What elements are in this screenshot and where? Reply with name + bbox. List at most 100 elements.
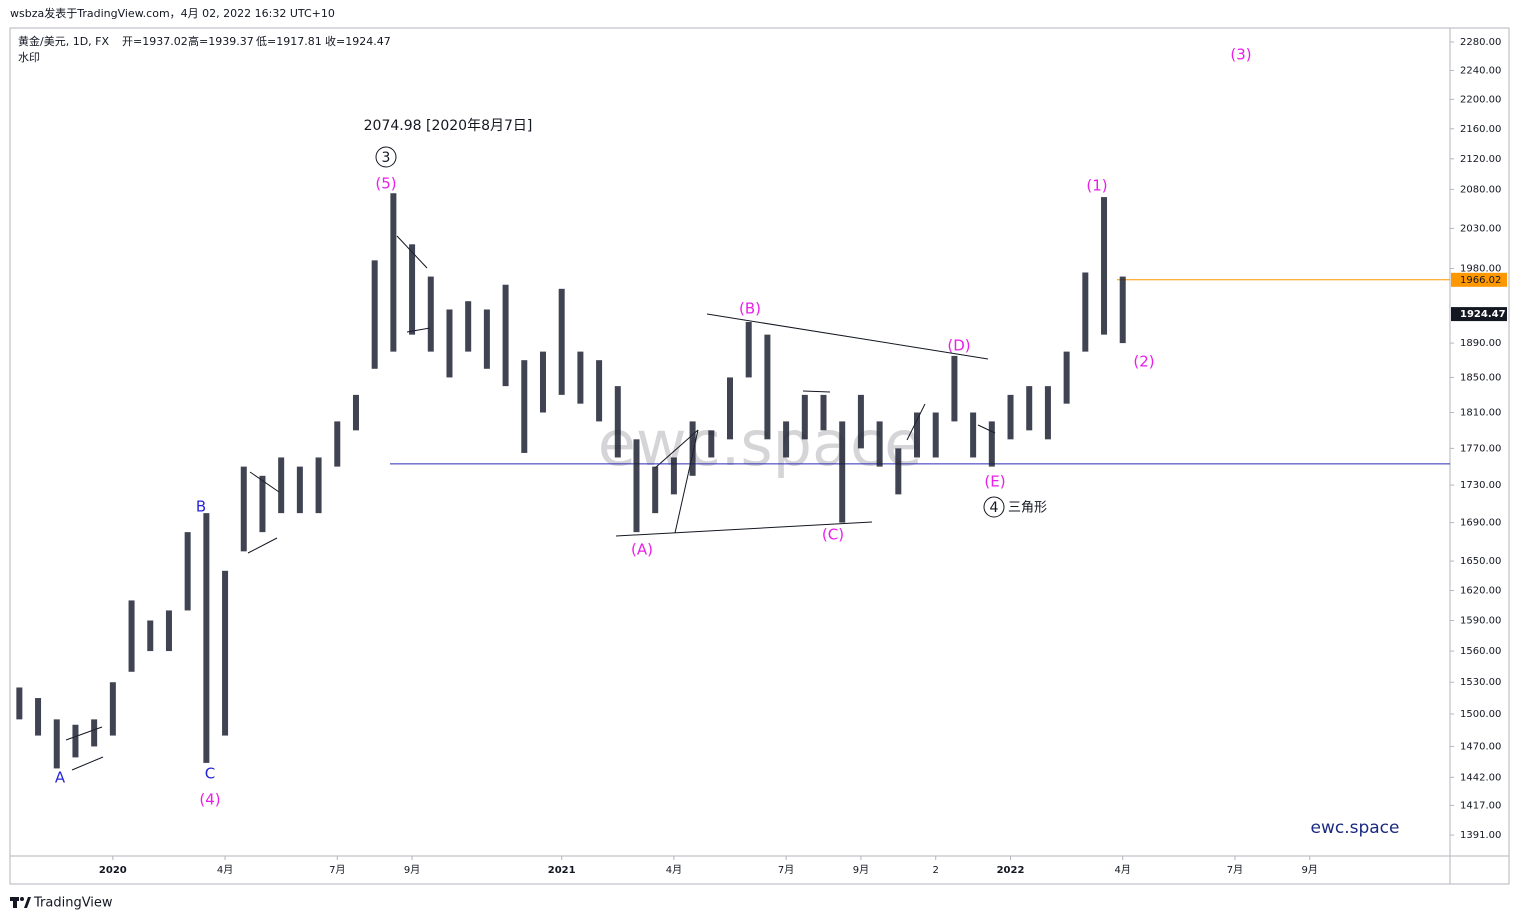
- y-tick-label: 2030.00: [1460, 223, 1501, 234]
- annotation: (5): [375, 175, 396, 193]
- y-tick-label: 1690.00: [1460, 518, 1501, 529]
- logo-part: [20, 897, 24, 901]
- logo-part: [13, 897, 17, 908]
- range-bar: [1082, 272, 1089, 352]
- range-bar: [970, 412, 977, 458]
- y-tick-label: 2240.00: [1460, 65, 1501, 76]
- range-bar: [876, 421, 883, 467]
- annotation: (4): [199, 791, 220, 809]
- range-bar: [165, 610, 172, 652]
- range-bar: [801, 394, 808, 440]
- range-bar: [1063, 351, 1070, 404]
- range-bar: [502, 284, 509, 387]
- range-bar: [783, 421, 790, 458]
- y-tick-label: 2080.00: [1460, 184, 1501, 195]
- range-bar: [951, 355, 958, 422]
- annotation: (3): [1230, 46, 1251, 64]
- y-tick-label: 1442.00: [1460, 772, 1501, 783]
- range-bar: [1119, 276, 1126, 344]
- range-bar: [371, 260, 378, 369]
- range-bar: [708, 430, 715, 458]
- range-bar: [1026, 386, 1033, 431]
- range-bar: [278, 457, 285, 514]
- x-tick-label: 7月: [329, 864, 345, 876]
- y-tick-label: 1730.00: [1460, 480, 1501, 491]
- annotation: (1): [1086, 177, 1107, 195]
- y-tick-label: 1620.00: [1460, 585, 1501, 596]
- range-bar: [315, 457, 322, 514]
- annotation: (C): [822, 526, 844, 544]
- y-tick-label: 1890.00: [1460, 338, 1501, 349]
- y-tick-label: 2160.00: [1460, 124, 1501, 135]
- x-tick-label: 4月: [217, 864, 233, 876]
- range-bar: [91, 719, 98, 747]
- y-tick-label: 2200.00: [1460, 94, 1501, 105]
- ohlc: 收=1924.47: [325, 34, 391, 48]
- symbol: 黄金/美元, 1D, FX: [18, 34, 109, 48]
- trendline: [706, 313, 989, 360]
- annotation: (2): [1133, 353, 1154, 371]
- price-label-box: [1451, 272, 1507, 287]
- x-tick-label: 2020: [99, 865, 127, 876]
- annotation: (D): [947, 337, 970, 355]
- range-bar: [932, 412, 939, 458]
- y-tick-label: 1417.00: [1460, 800, 1501, 811]
- y-tick-label: 1470.00: [1460, 741, 1501, 752]
- circle-marker: [983, 496, 1005, 518]
- trendline: [71, 756, 104, 771]
- x-tick-label: 9月: [853, 864, 869, 876]
- range-bar: [427, 276, 434, 352]
- x-tick-label: 2022: [997, 865, 1025, 876]
- range-bar: [352, 394, 359, 431]
- annotation: 3: [382, 150, 391, 166]
- range-bar: [596, 360, 603, 422]
- annotation: A: [55, 769, 66, 787]
- range-bar: [16, 687, 23, 720]
- y-tick-label: 1650.00: [1460, 556, 1501, 567]
- range-bar: [727, 377, 733, 440]
- range-bar: [72, 724, 79, 758]
- y-tick-label: 2280.00: [1460, 37, 1501, 48]
- ohlc: 开=1937.02: [122, 35, 188, 48]
- range-bar: [147, 620, 154, 652]
- range-bar: [240, 466, 247, 552]
- trendline: [247, 537, 278, 554]
- range-bar: [465, 301, 472, 352]
- range-bar: [203, 513, 210, 763]
- range-bar: [895, 448, 902, 495]
- annotation: 三角形: [1008, 501, 1047, 516]
- y-tick-label: 1530.00: [1460, 677, 1501, 688]
- range-bar: [483, 309, 490, 369]
- annotation: 2074.98 [2020年8月7日]: [364, 118, 533, 134]
- y-tick-label: 1850.00: [1460, 372, 1501, 383]
- x-tick-label: 7月: [778, 864, 794, 876]
- annotation: 4: [990, 500, 999, 516]
- x-tick-label: 4月: [666, 864, 682, 876]
- range-bar: [689, 421, 696, 476]
- watermark: ewc.space: [598, 407, 923, 480]
- y-tick-label: 1980.00: [1460, 263, 1501, 274]
- frame: [9, 27, 1510, 885]
- range-bar: [334, 421, 341, 467]
- range-bar: [633, 439, 640, 533]
- x-tick-label: 9月: [404, 864, 420, 876]
- y-tick-label: 1590.00: [1460, 615, 1501, 626]
- ohlc: 低=1917.81: [256, 35, 322, 48]
- brand: ewc.space: [1311, 818, 1400, 838]
- annotation: C: [205, 765, 215, 783]
- author-line: wsbza发表于TradingView.com，4月 02, 2022 16:3…: [10, 6, 335, 20]
- trendline: [802, 390, 831, 393]
- watermark-label: 水印: [18, 51, 40, 64]
- range-bar: [259, 475, 266, 533]
- range-bar: [820, 394, 827, 431]
- range-bar: [296, 466, 303, 514]
- x-tick-label: 9月: [1302, 864, 1318, 876]
- range-bar: [184, 532, 191, 611]
- annotation: (A): [631, 541, 653, 559]
- range-bar: [764, 334, 771, 440]
- range-bar: [857, 394, 864, 449]
- range-bar: [614, 386, 621, 458]
- x-tick-label: 7月: [1227, 864, 1243, 876]
- range-bar: [1101, 197, 1108, 335]
- range-bar: [670, 457, 677, 495]
